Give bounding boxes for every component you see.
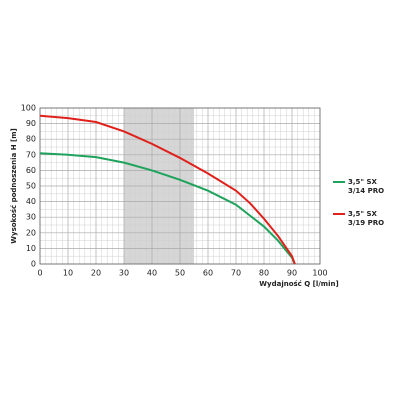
x-tick-label: 60: [203, 269, 213, 278]
y-axis-label: Wysokość podnoszenia H [m]: [10, 128, 18, 243]
x-axis-label: Wydajność Q [l/min]: [259, 280, 338, 288]
x-tick-label: 0: [37, 269, 42, 278]
legend-label: 3,5" SX 3/14 PRO: [348, 178, 385, 195]
x-tick-label: 40: [147, 269, 157, 278]
y-tick-label: 10: [26, 244, 36, 253]
legend-label: 3,5" SX 3/19 PRO: [348, 210, 385, 227]
series-line: [39, 152, 296, 265]
y-tick-label: 100: [21, 104, 36, 113]
y-tick-label: 80: [26, 135, 36, 144]
y-tick-label: 90: [26, 119, 36, 128]
x-tick-label: 20: [91, 269, 101, 278]
y-tick-label: 50: [26, 182, 36, 191]
x-tick-label: 50: [175, 269, 185, 278]
legend-swatch: [333, 181, 345, 183]
plot-frame: [39, 107, 321, 265]
x-tick-label: 70: [231, 269, 241, 278]
legend-swatch: [333, 213, 345, 215]
y-tick-label: 70: [26, 150, 36, 159]
y-tick-label: 40: [26, 197, 36, 206]
x-tick-label: 100: [312, 269, 327, 278]
y-tick-label: 20: [26, 228, 36, 237]
x-tick-label: 30: [119, 269, 129, 278]
y-tick-label: 30: [26, 213, 36, 222]
series-line: [39, 114, 296, 265]
y-tick-label: 60: [26, 166, 36, 175]
x-tick-label: 90: [287, 269, 297, 278]
y-tick-label: 0: [31, 260, 36, 269]
x-tick-label: 10: [63, 269, 73, 278]
x-tick-label: 80: [259, 269, 269, 278]
